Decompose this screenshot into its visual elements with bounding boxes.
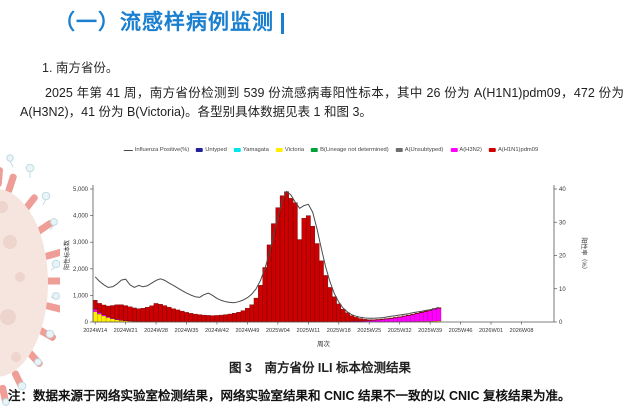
legend-item: Yamagata: [233, 147, 269, 153]
svg-text:3,000: 3,000: [73, 240, 89, 246]
legend-line-swatch: [123, 149, 133, 151]
legend-item: Victoria: [275, 147, 305, 153]
legend-item: A(H1N1)pdm09: [488, 147, 539, 153]
legend-color-swatch: [311, 147, 319, 153]
svg-text:1,000: 1,000: [73, 293, 89, 299]
legend-item: A(Unsubtyped): [395, 147, 444, 153]
legend-color-swatch: [450, 147, 458, 153]
svg-text:2024W49: 2024W49: [235, 328, 259, 334]
svg-text:2025W39: 2025W39: [418, 328, 442, 334]
legend-color-swatch: [275, 147, 283, 153]
footnote: 注：数据来源于网络实验室检测结果，网络实验室结果和 CNIC 结果不一致的以 C…: [8, 389, 571, 403]
legend-label: A(H3N2): [459, 147, 482, 153]
svg-text:30: 30: [559, 220, 566, 226]
svg-text:阳性率（%）: 阳性率（%）: [580, 237, 588, 272]
svg-text:2025W46: 2025W46: [449, 328, 473, 334]
svg-text:2025W18: 2025W18: [327, 328, 351, 334]
coronavirus-watermark-image: [0, 154, 60, 406]
svg-text:0: 0: [559, 320, 563, 326]
legend-color-swatch: [488, 147, 496, 153]
legend-item: A(H3N2): [450, 147, 482, 153]
body-paragraph: 2025 年第 41 周，南方省份检测到 539 份流感病毒阳性标本，其中 26…: [20, 86, 624, 119]
legend-label: Yamagata: [242, 147, 269, 153]
svg-text:2025W32: 2025W32: [388, 328, 412, 334]
svg-text:2026W01: 2026W01: [479, 328, 503, 334]
ili-chart-plot: 0 1,000 2,000 3,000 4,000 5,000 0 10 20 30 40 2024W…: [63, 185, 588, 348]
svg-text:2026W08: 2026W08: [509, 328, 533, 334]
svg-text:2024W14: 2024W14: [83, 328, 107, 334]
text-cursor: [281, 13, 284, 34]
legend-label: Untyped: [205, 147, 227, 153]
svg-text:40: 40: [559, 187, 566, 193]
svg-text:10: 10: [559, 287, 566, 293]
legend-color-swatch: [395, 147, 403, 153]
svg-text:周次: 周次: [317, 339, 331, 348]
legend-label: A(H1N1)pdm09: [497, 147, 539, 153]
figure-caption: 图 3 南方省份 ILI 标本检测结果: [229, 361, 411, 375]
legend-item: B(Lineage not determined): [311, 147, 389, 153]
svg-text:2025W04: 2025W04: [266, 328, 290, 334]
section-title: （一）流感样病例监测: [54, 11, 274, 34]
legend-label: A(Unsubtyped): [404, 147, 444, 153]
legend-label: Victoria: [284, 147, 305, 153]
legend-item: Influenza Positive(%): [123, 147, 190, 153]
chart-legend: Influenza Positive(%) Untyped Yamagata Vict…: [123, 147, 539, 153]
legend-item: Untyped: [196, 147, 227, 153]
legend-label: Influenza Positive(%): [134, 147, 190, 153]
svg-text:2024W21: 2024W21: [114, 328, 138, 334]
svg-text:2024W35: 2024W35: [175, 328, 199, 334]
svg-text:20: 20: [559, 254, 566, 260]
svg-text:阳性标本数: 阳性标本数: [63, 240, 71, 270]
legend-label: B(Lineage not determined): [320, 147, 389, 153]
svg-text:5,000: 5,000: [73, 187, 89, 193]
svg-text:2,000: 2,000: [73, 267, 89, 273]
figure-3-chart: Influenza Positive(%) Untyped Yamagata Vict…: [25, 145, 637, 357]
legend-color-swatch: [233, 147, 241, 153]
svg-text:0: 0: [85, 320, 89, 326]
svg-text:2025W11: 2025W11: [297, 328, 321, 334]
svg-text:2024W28: 2024W28: [144, 328, 168, 334]
legend-color-swatch: [196, 147, 204, 153]
svg-text:4,000: 4,000: [73, 214, 89, 220]
subsection-heading: 1. 南方省份。: [42, 61, 119, 75]
svg-text:2025W25: 2025W25: [357, 328, 381, 334]
svg-text:2024W42: 2024W42: [205, 328, 229, 334]
